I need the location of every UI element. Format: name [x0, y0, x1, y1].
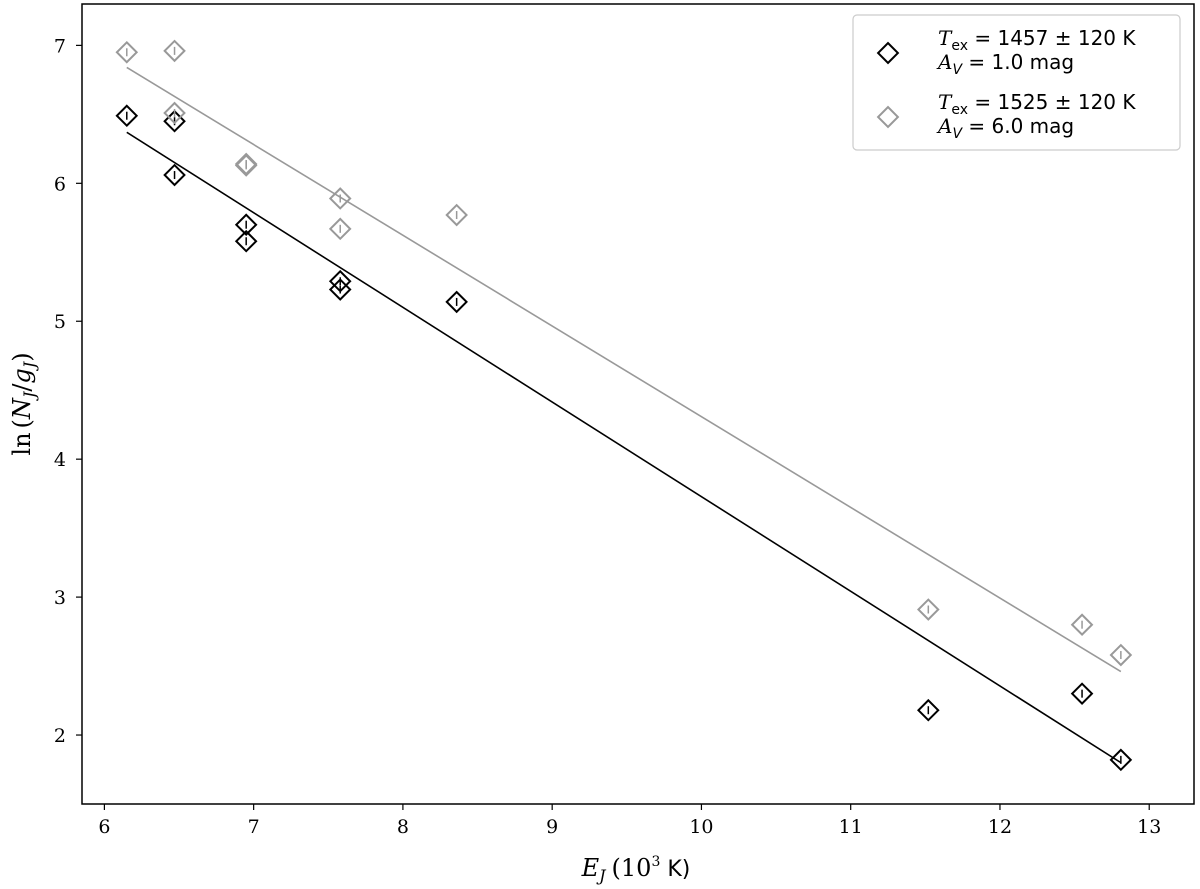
data-point-series-1	[234, 229, 258, 253]
x-tick-label: 7	[248, 816, 260, 838]
legend-label-series-2-line2: AV = 6.0 mag	[936, 114, 1074, 142]
legend-marker-series-1	[876, 41, 900, 65]
data-point-series-1	[163, 163, 186, 187]
diamond-marker	[163, 39, 186, 63]
diamond-marker	[445, 290, 468, 314]
data-point-series-1	[1109, 748, 1133, 772]
y-tick-label: 6	[54, 173, 66, 195]
data-point-series-2	[328, 187, 352, 210]
y-tick-label: 3	[54, 587, 66, 609]
data-point-series-2	[115, 40, 139, 64]
diamond-marker	[1070, 682, 1094, 705]
data-point-series-2	[328, 217, 352, 241]
x-tick-label: 11	[839, 816, 863, 838]
diamond-marker	[1070, 613, 1094, 637]
y-tick-label: 2	[54, 725, 66, 747]
fit-line-series-1	[126, 131, 1122, 764]
data-point-series-2	[1070, 613, 1094, 637]
legend-label-series-1-line1: Tex = 1457 ± 120 K	[938, 26, 1136, 54]
data-point-series-2	[163, 39, 186, 63]
diamond-marker	[1109, 748, 1133, 772]
data-point-series-1	[328, 278, 352, 301]
data-point-series-2	[234, 154, 258, 177]
y-tick-label: 5	[54, 311, 66, 333]
data-point-series-2	[163, 101, 186, 125]
legend: Tex = 1457 ± 120 K AV = 1.0 mag Tex = 15…	[852, 14, 1181, 151]
diamond-marker	[328, 217, 352, 241]
diamond-marker	[328, 269, 352, 293]
diamond-marker	[163, 101, 186, 125]
y-tick-label: 4	[54, 449, 66, 471]
diamond-marker	[445, 203, 468, 227]
x-tick-label: 9	[546, 816, 558, 838]
x-tick-label: 13	[1137, 816, 1161, 838]
y-tick-label: 7	[54, 35, 66, 57]
data-point-series-1	[1070, 682, 1094, 705]
diamond-marker	[115, 104, 139, 128]
y-axis-label: ln(NJ/gJ)	[8, 352, 39, 455]
data-point-series-1	[917, 698, 940, 722]
data-point-series-2	[445, 203, 468, 227]
x-axis-label: EJ (103 K)	[581, 854, 691, 885]
diamond-marker	[163, 163, 186, 187]
legend-frame	[852, 14, 1181, 151]
x-tick-label: 12	[988, 816, 1012, 838]
ticks-layer: 6 7 8 9 10 11 12 13 2 3 4 5 6 7	[54, 35, 1161, 838]
fit-line-series-2	[126, 66, 1122, 673]
diamond-marker	[234, 213, 258, 237]
diamond-marker	[234, 154, 258, 177]
diamond-marker	[1109, 643, 1133, 667]
diamond-marker	[234, 229, 258, 253]
legend-label-series-1-line2: AV = 1.0 mag	[936, 50, 1074, 78]
diamond-marker	[163, 109, 186, 133]
diamond-marker	[917, 598, 940, 621]
data-point-series-1	[445, 290, 468, 314]
x-tick-label: 6	[98, 816, 110, 838]
legend-marker-series-2	[876, 105, 900, 129]
fit-lines	[126, 66, 1122, 764]
diamond-marker	[328, 187, 352, 210]
diamond-marker	[917, 698, 940, 722]
x-tick-label: 8	[397, 816, 409, 838]
data-point-series-1	[115, 104, 139, 128]
x-tick-label: 10	[689, 816, 713, 838]
data-point-series-1	[234, 213, 258, 237]
data-point-series-2	[917, 598, 940, 621]
diamond-marker	[328, 278, 352, 301]
data-point-series-2	[1109, 643, 1133, 667]
diamond-marker	[115, 40, 139, 64]
data-points	[115, 39, 1133, 772]
legend-label-series-2-line1: Tex = 1525 ± 120 K	[938, 90, 1136, 118]
